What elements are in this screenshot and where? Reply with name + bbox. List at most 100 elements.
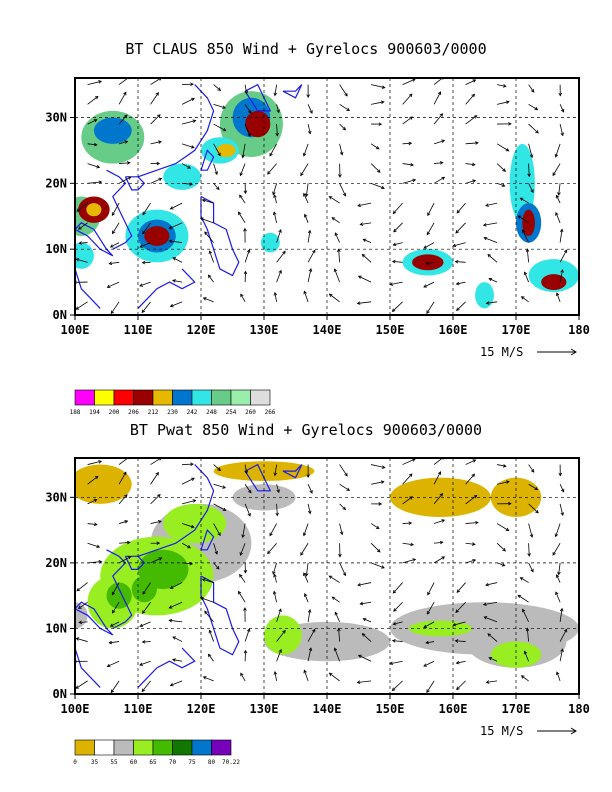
wind-vector-head xyxy=(342,192,347,197)
wind-vector-head xyxy=(142,211,146,216)
wind-vector-head xyxy=(471,93,475,98)
wind-vector-head xyxy=(475,520,479,525)
lon-label: 170E xyxy=(502,702,531,716)
wind-vector xyxy=(486,680,498,683)
wind-vector xyxy=(528,543,530,557)
wind-vector xyxy=(76,258,88,263)
wind-vector-head xyxy=(392,589,397,594)
wind-vector-head xyxy=(487,633,492,637)
wind-vector xyxy=(559,503,564,516)
wind-vector-head xyxy=(337,627,341,632)
wind-vector-head xyxy=(328,293,333,298)
wind-vector xyxy=(303,143,309,156)
wind-vector-head xyxy=(156,161,161,166)
wind-vector-head xyxy=(456,686,460,691)
wind-vector-head xyxy=(555,591,559,596)
wind-vector xyxy=(370,542,381,553)
wind-vector-head xyxy=(409,496,413,500)
wind-vector-head xyxy=(409,116,413,120)
wind-vector-head xyxy=(505,480,510,484)
wind-vector xyxy=(87,96,99,105)
coastline xyxy=(200,149,215,171)
wind-vector-head xyxy=(452,243,457,248)
wind-vector-head xyxy=(471,473,475,478)
map-frame xyxy=(74,77,580,316)
colorbar-label: 194 xyxy=(89,409,100,416)
wind-vector xyxy=(150,520,162,524)
wind-vector xyxy=(213,123,226,132)
wind-vector-head xyxy=(169,585,174,589)
wind-vector-head xyxy=(142,230,146,235)
wind-vector-head xyxy=(346,107,351,112)
wind-vector xyxy=(433,493,443,505)
wind-vector-head xyxy=(207,653,212,658)
wind-vector-head xyxy=(192,499,197,503)
wind-vector xyxy=(118,114,128,125)
wind-vector xyxy=(455,601,466,613)
lat-label: 20N xyxy=(45,556,67,570)
wind-vector-head xyxy=(560,108,565,113)
panel2-title: BT Pwat 850 Wind + Gyrelocs 900603/0000 xyxy=(129,421,483,439)
wind-vector-head xyxy=(439,161,444,165)
wind-vector xyxy=(181,499,196,505)
wind-vector xyxy=(517,594,529,603)
wind-vector xyxy=(402,93,413,105)
wind-vector-head xyxy=(142,591,146,595)
wind-vector-head xyxy=(304,572,309,577)
wind-vector xyxy=(209,250,214,263)
wind-vector-head xyxy=(558,472,563,477)
wind-vector-head xyxy=(155,92,159,96)
wind-vector-head xyxy=(517,594,522,599)
wind-vector xyxy=(402,473,413,485)
wind-vector-head xyxy=(123,91,127,96)
wind-vector-head xyxy=(269,532,273,537)
wind-vector xyxy=(238,591,246,603)
wind-vector xyxy=(87,499,97,505)
vector-ref-label: 15 M/S xyxy=(480,724,523,738)
wind-vector-head xyxy=(426,310,430,314)
wind-vector-head xyxy=(111,212,116,217)
wind-vector-head xyxy=(267,170,271,175)
wind-vector-head xyxy=(109,623,114,627)
wind-vector xyxy=(339,123,346,131)
wind-vector-head xyxy=(356,680,361,684)
wind-vector-head xyxy=(552,172,556,177)
wind-vector-head xyxy=(278,648,282,653)
wind-vector-head xyxy=(392,621,397,626)
lat-label: 30N xyxy=(45,111,67,125)
wind-vector-head xyxy=(199,596,204,601)
wind-vector xyxy=(339,523,343,535)
wind-vector-head xyxy=(331,596,336,600)
wind-vector-head xyxy=(208,250,213,255)
wind-vector xyxy=(528,84,535,93)
wind-vector-head xyxy=(272,571,276,575)
wind-vector-head xyxy=(423,624,428,628)
wind-vector xyxy=(329,575,340,583)
wind-vector-head xyxy=(278,269,282,274)
wind-vector-head xyxy=(106,284,111,288)
wind-vector xyxy=(465,559,476,564)
wind-vector-head xyxy=(106,663,111,668)
wind-vector-head xyxy=(75,258,80,262)
wind-vector xyxy=(524,651,529,662)
colorbar-label: 230 xyxy=(167,409,178,416)
wind-vector-head xyxy=(342,572,347,577)
wind-vector xyxy=(142,222,151,235)
wind-vector xyxy=(455,222,466,234)
wind-vector-head xyxy=(483,236,488,241)
wind-vector-head xyxy=(555,194,560,199)
wind-vector xyxy=(488,657,498,662)
wind-vector-head xyxy=(98,180,103,185)
wind-vector-head xyxy=(519,577,524,581)
wind-vector xyxy=(363,618,372,623)
wind-vector-head xyxy=(427,591,431,596)
wind-vector-head xyxy=(94,95,99,100)
wind-vector-head xyxy=(361,633,366,637)
wind-vector-head xyxy=(98,80,103,84)
wind-vector-head xyxy=(189,182,194,186)
wind-vector xyxy=(181,163,191,169)
wind-vector xyxy=(76,202,88,212)
wind-vector xyxy=(358,275,372,283)
wind-vector-head xyxy=(535,509,539,514)
wind-vector-head xyxy=(426,231,431,236)
